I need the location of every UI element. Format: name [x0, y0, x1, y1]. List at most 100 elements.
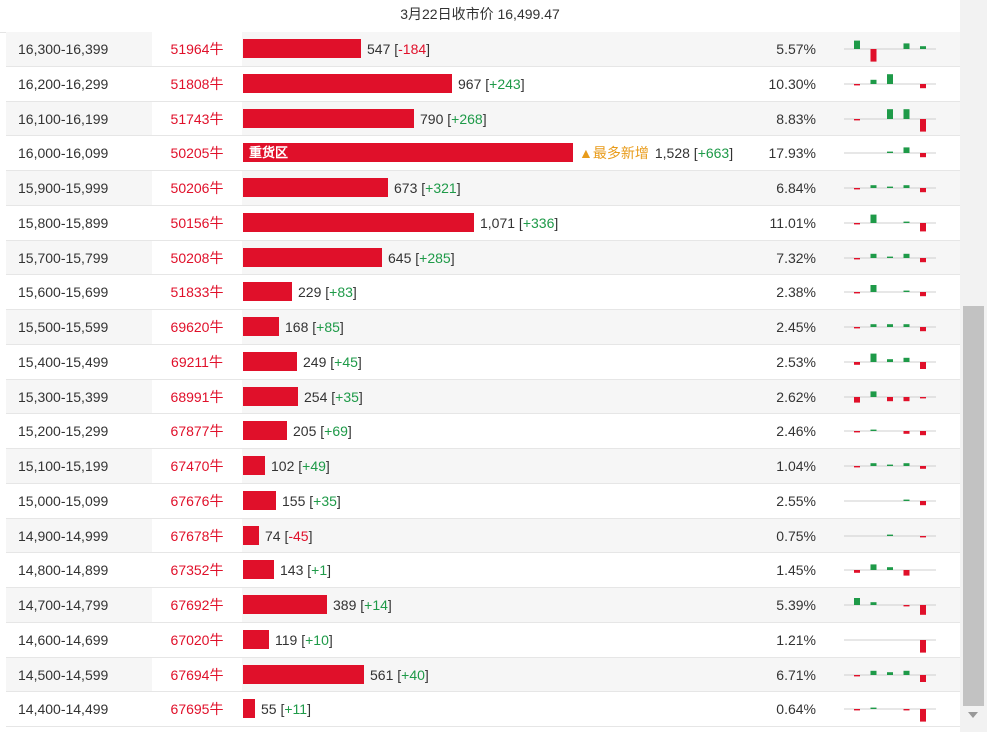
count-value: 967 [+243] — [458, 67, 525, 101]
count-bar — [243, 490, 276, 510]
count-value: 790 [+268] — [420, 102, 487, 136]
bull-code-link[interactable]: 67877牛 — [152, 414, 242, 448]
count-value: 119 [+10] — [275, 623, 333, 657]
bull-code-link[interactable]: 67352牛 — [152, 553, 242, 587]
bull-code-link[interactable]: 68991牛 — [152, 379, 242, 414]
sparkline-bar — [854, 709, 860, 711]
table-row[interactable]: 14,600-14,699 67020牛 119 [+10] 1.21% — [6, 622, 960, 658]
percentage: 17.93% — [768, 145, 816, 162]
table-row[interactable]: 15,800-15,899 50156牛 1,071 [+336] 11.01% — [6, 205, 960, 241]
table-row[interactable]: 14,900-14,999 67678牛 74 [-45] 0.75% — [6, 518, 960, 554]
change-sparkline — [844, 40, 936, 62]
bull-code-link[interactable]: 67676牛 — [152, 483, 242, 518]
count-value: 249 [+45] — [303, 345, 362, 379]
change-sparkline — [844, 598, 936, 615]
table-row[interactable]: 14,400-14,499 67695牛 55 [+11] 0.64% — [6, 692, 960, 727]
bracket-close: ] — [339, 319, 344, 335]
vertical-scrollbar[interactable] — [960, 0, 987, 732]
bull-code-link[interactable]: 67470牛 — [152, 449, 242, 483]
bracket-close: ] — [426, 41, 431, 57]
table-row[interactable]: 16,300-16,399 51964牛 547 [-184] 5.57% — [6, 32, 960, 67]
bull-code-link[interactable]: 51743牛 — [152, 101, 242, 136]
sparkline-bar — [870, 707, 877, 710]
sparkline-bar — [920, 639, 926, 653]
count-value: 229 [+83] — [298, 275, 357, 309]
bracket-close: ] — [424, 666, 429, 683]
price-range: 15,800-15,899 — [18, 214, 109, 231]
bull-code-link[interactable]: 67678牛 — [152, 518, 242, 553]
table-row[interactable]: 16,000-16,099 50205牛 重货区 ▲最多新增 1,528 [+663] 1… — [6, 136, 960, 171]
table-row[interactable]: 16,100-16,199 51743牛 790 [+268] 8.83% — [6, 101, 960, 137]
change-sparkline — [844, 147, 936, 158]
count-change: +35 — [313, 492, 337, 509]
price-range: 15,100-15,199 — [18, 458, 109, 474]
bar-cell: 119 [+10] — [242, 623, 762, 657]
count-value: 561 [+40] — [370, 658, 429, 692]
bull-code-link[interactable]: 50208牛 — [152, 240, 242, 275]
bar-cell: 1,071 [+336] — [242, 206, 762, 240]
table-row[interactable]: 16,200-16,299 51808牛 967 [+243] 10.30% — [6, 66, 960, 102]
sparkline-bar — [854, 598, 860, 605]
bull-code-link[interactable]: 67695牛 — [152, 692, 242, 726]
count-value: 673 [+321] — [394, 171, 461, 205]
count-number: 1,528 [ — [654, 145, 698, 162]
bull-code-link[interactable]: 51833牛 — [152, 275, 242, 309]
count-bar — [243, 699, 255, 719]
table-row[interactable]: 15,600-15,699 51833牛 229 [+83] 2.38% — [6, 275, 960, 310]
sparkline-bar — [920, 222, 926, 232]
bar-cell: 967 [+243] — [242, 67, 762, 101]
sparkline-bar — [854, 570, 860, 574]
count-number: 249 [ — [303, 353, 335, 370]
change-sparkline — [844, 534, 936, 537]
bull-code-link[interactable]: 51808牛 — [152, 66, 242, 101]
scrollbar-thumb[interactable] — [963, 306, 984, 706]
table-row[interactable]: 15,700-15,799 50208牛 645 [+285] 7.32% — [6, 240, 960, 276]
sparkline-bar — [870, 185, 877, 188]
bar-cell: 547 [-184] — [242, 32, 762, 66]
percentage: 2.45% — [776, 319, 816, 335]
count-bar — [243, 247, 382, 267]
price-range: 14,900-14,999 — [18, 527, 109, 544]
table-row[interactable]: 14,500-14,599 67694牛 561 [+40] 6.71% — [6, 657, 960, 693]
bracket-close: ] — [456, 180, 461, 196]
price-range: 15,600-15,699 — [18, 284, 109, 301]
table-row[interactable]: 15,100-15,199 67470牛 102 [+49] 1.04% — [6, 449, 960, 484]
sparkline-bar — [854, 83, 860, 86]
sparkline-bar — [920, 188, 926, 193]
bull-code-link[interactable]: 67020牛 — [152, 622, 242, 657]
table-row[interactable]: 15,300-15,399 68991牛 254 [+35] 2.62% — [6, 379, 960, 415]
change-sparkline — [844, 707, 936, 722]
bull-code-link[interactable]: 67692牛 — [152, 588, 242, 622]
most-added-tag: ▲最多新增 — [579, 145, 649, 162]
sparkline-bar — [887, 534, 893, 536]
sparkline-bar — [870, 79, 877, 84]
bull-code-link[interactable]: 50205牛 — [152, 136, 242, 170]
table-row[interactable]: 15,900-15,999 50206牛 673 [+321] 6.84% — [6, 171, 960, 206]
bull-code-link[interactable]: 69620牛 — [152, 310, 242, 344]
sparkline-bar — [854, 292, 860, 294]
table-row[interactable]: 14,800-14,899 67352牛 143 [+1] 1.45% — [6, 553, 960, 588]
table-row[interactable]: 15,400-15,499 69211牛 249 [+45] 2.53% — [6, 344, 960, 380]
sparkline-bar — [903, 147, 910, 154]
table-row[interactable]: 15,200-15,299 67877牛 205 [+69] 2.46% — [6, 414, 960, 449]
change-sparkline — [844, 564, 936, 576]
price-header: 3月22日收市价 16,499.47 — [0, 0, 960, 33]
change-sparkline — [844, 639, 936, 653]
bull-code-link[interactable]: 51964牛 — [152, 32, 242, 66]
table-row[interactable]: 15,500-15,599 69620牛 168 [+85] 2.45% — [6, 310, 960, 345]
bull-code-link[interactable]: 67694牛 — [152, 657, 242, 692]
sparkline-bar — [887, 256, 893, 258]
table-row[interactable]: 14,700-14,799 67692牛 389 [+14] 5.39% — [6, 588, 960, 623]
scroll-down-arrow-icon[interactable] — [968, 712, 978, 718]
bull-code-link[interactable]: 69211牛 — [152, 344, 242, 379]
count-number: 119 [ — [275, 631, 306, 648]
count-number: 102 [ — [271, 458, 303, 474]
count-change: +10 — [305, 631, 329, 648]
count-change: +336 — [522, 214, 555, 231]
bull-code-link[interactable]: 50206牛 — [152, 171, 242, 205]
table-row[interactable]: 15,000-15,099 67676牛 155 [+35] 2.55% — [6, 483, 960, 519]
bull-code-link[interactable]: 50156牛 — [152, 205, 242, 240]
price-range: 15,200-15,299 — [18, 423, 109, 440]
sparkline-bar — [903, 357, 910, 362]
bar-cell: 645 [+285] — [242, 241, 762, 275]
